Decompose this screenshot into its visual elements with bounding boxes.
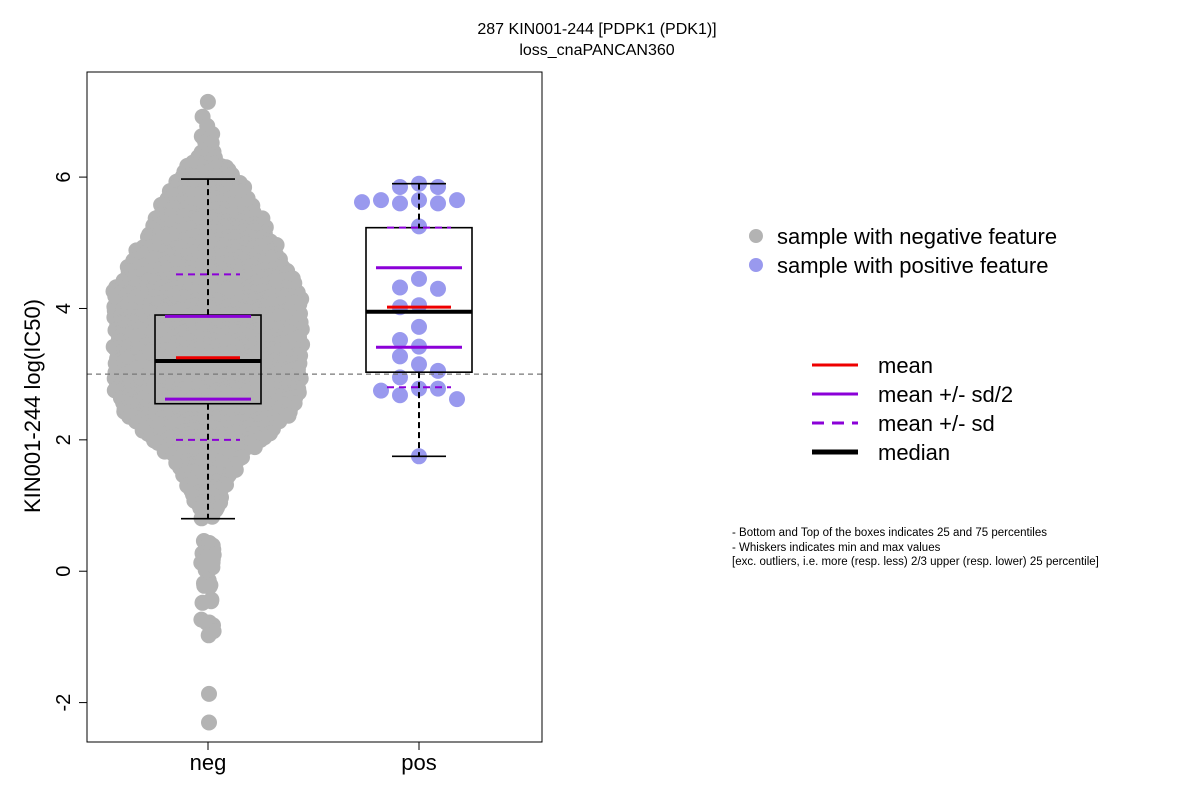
footnotes: - Bottom and Top of the boxes indicates …	[732, 527, 1099, 568]
legend-point-marker	[749, 258, 763, 272]
box-pos	[365, 226, 473, 373]
point-pos	[392, 387, 408, 404]
point-pos	[411, 270, 427, 287]
x-tick-label: pos	[401, 750, 436, 775]
point-pos	[430, 280, 446, 297]
point-neg	[199, 93, 216, 110]
point-pos	[373, 192, 389, 209]
x-tick-label: neg	[190, 750, 227, 775]
point-pos	[430, 380, 446, 397]
y-tick-label: 6	[53, 172, 75, 183]
point-pos	[373, 382, 389, 399]
point-pos	[392, 195, 408, 212]
legend-point-label: sample with negative feature	[777, 224, 1057, 249]
point-pos	[430, 179, 446, 195]
footnote-2: - Whiskers indicates min and max values	[732, 542, 941, 554]
point-pos	[449, 391, 465, 408]
y-axis-label: KIN001-244 log(IC50)	[20, 299, 45, 513]
point-pos	[411, 380, 427, 397]
chart-subtitle: loss_cnaPANCAN360	[519, 42, 674, 59]
point-pos	[392, 369, 408, 386]
y-tick-label: 0	[53, 566, 75, 577]
y-tick-label: 4	[53, 303, 75, 314]
point-pos	[430, 362, 446, 379]
legend-line-label: mean +/- sd/2	[878, 382, 1013, 407]
point-pos	[411, 192, 427, 209]
footnote-3: [exc. outliers, i.e. more (resp. less) 2…	[732, 556, 1099, 568]
legend-line-label: mean	[878, 353, 933, 378]
point-neg	[201, 685, 217, 702]
legend: sample with negative feature sample with …	[749, 224, 1057, 465]
point-pos	[411, 297, 427, 314]
point-pos	[449, 192, 465, 209]
point-pos	[392, 179, 408, 195]
point-pos	[354, 194, 370, 211]
y-tick-label: -2	[53, 694, 75, 712]
chart-title: 287 KIN001-244 [PDPK1 (PDK1)]	[477, 21, 716, 38]
point-neg	[201, 714, 217, 731]
plot-frame	[86, 71, 543, 743]
legend-line-label: mean +/- sd	[878, 411, 995, 436]
y-tick-label: 2	[53, 434, 75, 445]
point-pos	[411, 318, 427, 335]
point-pos	[392, 332, 408, 348]
box-stats	[87, 178, 542, 520]
footnote-1: - Bottom and Top of the boxes indicates …	[732, 527, 1047, 539]
point-pos	[411, 356, 427, 373]
data-points	[105, 93, 465, 731]
point-neg	[201, 578, 218, 595]
legend-line-label: median	[878, 440, 950, 465]
point-pos	[392, 348, 408, 365]
point-pos	[430, 195, 446, 212]
legend-point-label: sample with positive feature	[777, 253, 1048, 278]
axes: -2 0 2 4 6 neg pos	[53, 71, 543, 775]
point-neg	[200, 627, 217, 644]
point-pos	[392, 279, 408, 296]
legend-point-marker	[749, 229, 763, 243]
point-neg	[203, 593, 220, 610]
